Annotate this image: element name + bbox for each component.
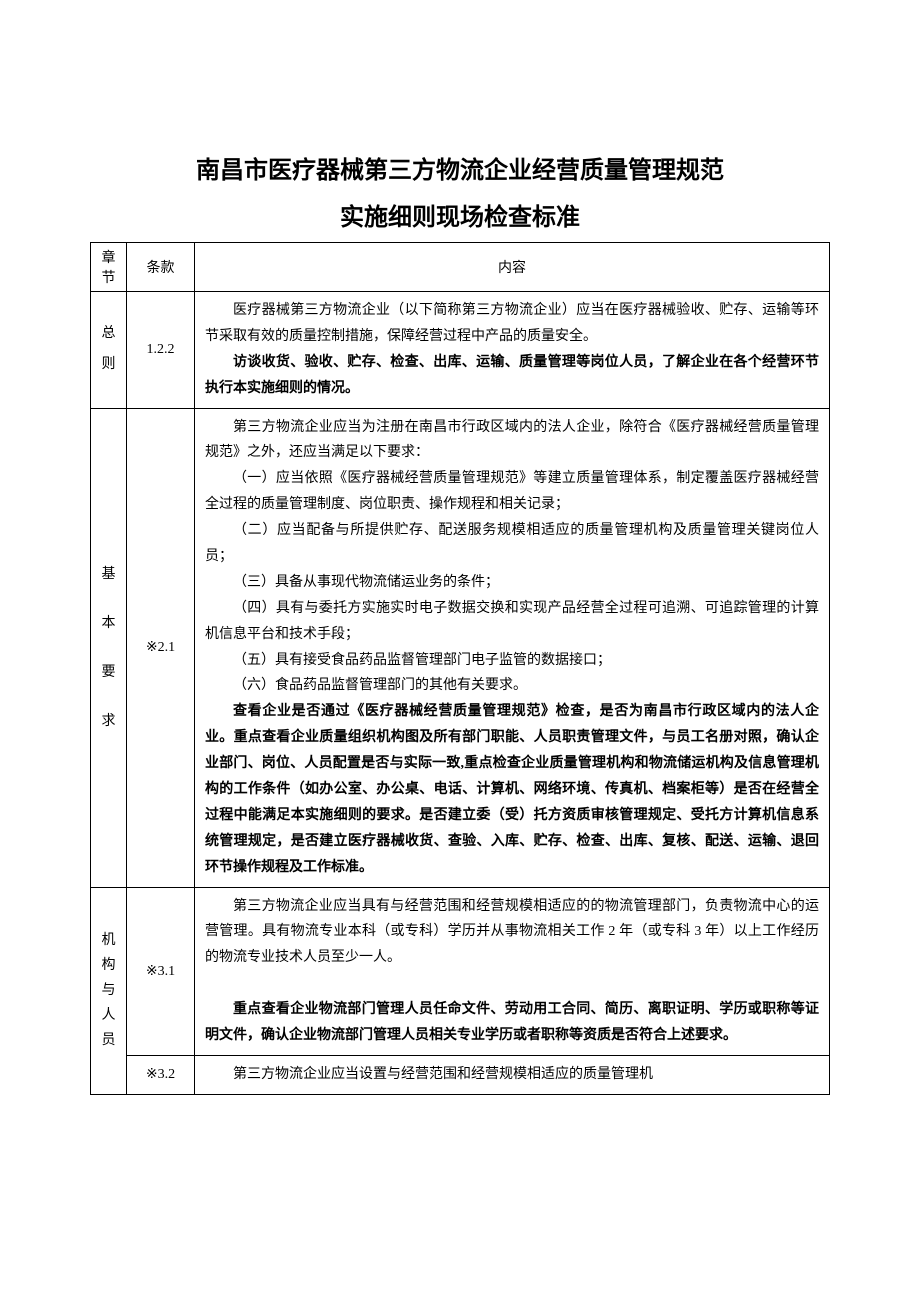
- table-row: 基本要求※2.1第三方物流企业应当为注册在南昌市行政区域内的法人企业，除符合《医…: [91, 408, 830, 887]
- header-chapter: 章节: [91, 243, 127, 292]
- content-cell: 第三方物流企业应当设置与经营范围和经营规模相适应的质量管理机: [195, 1055, 830, 1094]
- document-title-sub: 实施细则现场检查标准: [90, 197, 830, 232]
- clause-cell: ※3.1: [127, 887, 195, 1055]
- header-clause: 条款: [127, 243, 195, 292]
- table-header-row: 章节 条款 内容: [91, 243, 830, 292]
- table-row: ※3.2第三方物流企业应当设置与经营范围和经营规模相适应的质量管理机: [91, 1055, 830, 1094]
- content-cell: 医疗器械第三方物流企业（以下简称第三方物流企业）应当在医疗器械验收、贮存、运输等…: [195, 292, 830, 409]
- chapter-cell: 总则: [91, 292, 127, 409]
- chapter-cell: 基本要求: [91, 408, 127, 887]
- document-title-main: 南昌市医疗器械第三方物流企业经营质量管理规范: [90, 150, 830, 185]
- standards-table: 章节 条款 内容 总则1.2.2医疗器械第三方物流企业（以下简称第三方物流企业）…: [90, 242, 830, 1095]
- clause-cell: ※2.1: [127, 408, 195, 887]
- content-cell: 第三方物流企业应当具有与经营范围和经营规模相适应的的物流管理部门，负责物流中心的…: [195, 887, 830, 1055]
- chapter-cell: 机构与人员: [91, 887, 127, 1094]
- clause-cell: 1.2.2: [127, 292, 195, 409]
- header-content: 内容: [195, 243, 830, 292]
- table-row: 总则1.2.2医疗器械第三方物流企业（以下简称第三方物流企业）应当在医疗器械验收…: [91, 292, 830, 409]
- clause-cell: ※3.2: [127, 1055, 195, 1094]
- table-row: 机构与人员※3.1第三方物流企业应当具有与经营范围和经营规模相适应的的物流管理部…: [91, 887, 830, 1055]
- content-cell: 第三方物流企业应当为注册在南昌市行政区域内的法人企业，除符合《医疗器械经营质量管…: [195, 408, 830, 887]
